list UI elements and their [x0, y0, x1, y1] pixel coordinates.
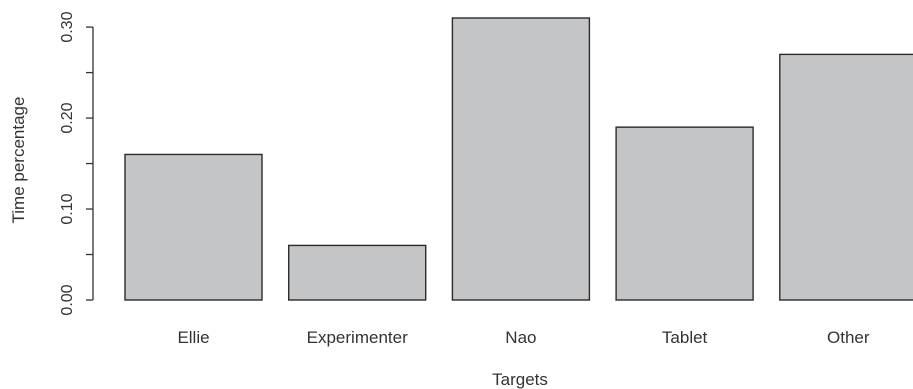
x-category-label: Nao	[505, 328, 536, 347]
y-tick-label: 0.10	[59, 193, 76, 224]
x-category-label: Other	[827, 328, 870, 347]
x-axis-title: Targets	[492, 370, 548, 389]
y-tick-label: 0.20	[59, 102, 76, 133]
y-axis: 0.00 0.10 0.20 0.30	[59, 11, 94, 316]
bar-other	[779, 53, 913, 301]
bars	[124, 17, 913, 301]
bar-tablet	[615, 126, 754, 301]
x-category-label: Ellie	[177, 328, 209, 347]
x-category-label: Tablet	[662, 328, 708, 347]
bar-nao	[451, 17, 591, 301]
x-category-label: Experimenter	[307, 328, 408, 347]
bar-ellie	[124, 153, 263, 301]
y-axis-title: Time percentage	[9, 97, 28, 224]
y-tick-label: 0.00	[59, 284, 76, 315]
y-tick-label: 0.30	[59, 11, 76, 42]
bar-experimenter	[288, 244, 427, 301]
x-category-labels: Ellie Experimenter Nao Tablet Other	[177, 328, 869, 347]
